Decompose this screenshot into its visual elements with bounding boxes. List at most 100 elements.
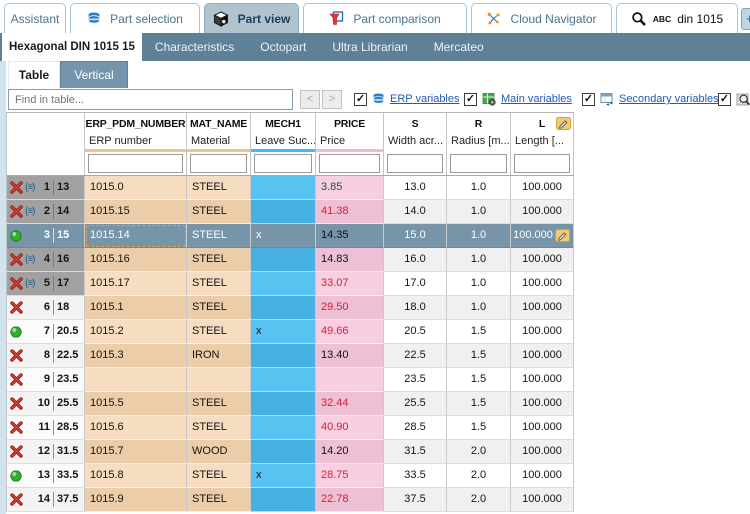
cell-mech1[interactable] <box>251 200 316 224</box>
cell-price[interactable] <box>316 368 384 392</box>
cell-mech1[interactable] <box>251 416 316 440</box>
cell-length[interactable]: 100.000 <box>511 296 574 320</box>
preview-checkbox[interactable]: ✓ <box>718 92 731 106</box>
tab-part-view[interactable]: Part view <box>204 3 299 33</box>
row-header[interactable]: 3 15 <box>7 224 85 248</box>
cell-radius[interactable]: 1.0 <box>447 200 511 224</box>
cell-length[interactable]: 100.000 <box>511 176 574 200</box>
cell-material[interactable]: STEEL <box>187 272 251 296</box>
cell-width-across[interactable]: 33.5 <box>384 464 447 488</box>
cell-erp-number[interactable]: 1015.16 <box>85 248 187 272</box>
cell-radius[interactable]: 1.0 <box>447 224 511 248</box>
cell-width-across[interactable]: 15.0 <box>384 224 447 248</box>
cell-length[interactable]: 100.000 <box>511 368 574 392</box>
find-in-table-input[interactable] <box>8 89 293 110</box>
cell-radius[interactable]: 2.0 <box>447 440 511 464</box>
row-header[interactable]: (≡) 5 17 <box>7 272 85 296</box>
cell-price[interactable]: 3.85 <box>316 176 384 200</box>
column-header-material[interactable]: MAT_NAME Material <box>187 113 251 175</box>
table-row[interactable]: 13 33.5 1015.8 STEEL x 28.75 33.5 2.0 100.000 <box>7 464 574 488</box>
cell-erp-number[interactable]: 1015.15 <box>85 200 187 224</box>
tab-cloud-navigator[interactable]: Cloud Navigator <box>471 3 612 33</box>
cell-length[interactable]: 100.000 <box>511 200 574 224</box>
tab-characteristics[interactable]: Characteristics <box>154 40 235 54</box>
cell-erp-number[interactable]: 1015.1 <box>85 296 187 320</box>
cell-mech1[interactable] <box>251 392 316 416</box>
cell-material[interactable]: STEEL <box>187 200 251 224</box>
cell-material[interactable] <box>187 368 251 392</box>
row-header[interactable]: (≡) 2 14 <box>7 200 85 224</box>
row-header[interactable]: 12 31.5 <box>7 440 85 464</box>
cell-material[interactable]: STEEL <box>187 392 251 416</box>
cell-price[interactable]: 29.50 <box>316 296 384 320</box>
cell-erp-number[interactable]: 1015.6 <box>85 416 187 440</box>
cell-material[interactable]: STEEL <box>187 320 251 344</box>
filter-s-input[interactable] <box>387 154 443 173</box>
row-header[interactable]: 8 22.5 <box>7 344 85 368</box>
cell-erp-number[interactable]: 1015.8 <box>85 464 187 488</box>
secondary-variables-link[interactable]: Secondary variables <box>619 93 719 105</box>
filter-erp-input[interactable] <box>88 154 183 173</box>
table-row[interactable]: 7 20.5 1015.2 STEEL x 49.66 20.5 1.5 100.000 <box>7 320 574 344</box>
table-row[interactable]: 9 23.5 23.5 1.5 100.000 <box>7 368 574 392</box>
cell-material[interactable]: IRON <box>187 344 251 368</box>
cell-price[interactable]: 49.66 <box>316 320 384 344</box>
tab-mercateo[interactable]: Mercateo <box>433 40 484 54</box>
cell-material[interactable]: STEEL <box>187 416 251 440</box>
row-header[interactable]: 10 25.5 <box>7 392 85 416</box>
cell-width-across[interactable]: 14.0 <box>384 200 447 224</box>
cell-mech1[interactable]: x <box>251 464 316 488</box>
edit-cell-pencil-icon[interactable] <box>555 228 570 247</box>
cell-price[interactable]: 14.20 <box>316 440 384 464</box>
cell-radius[interactable]: 1.0 <box>447 272 511 296</box>
table-row[interactable]: (≡) 1 13 1015.0 STEEL 3.85 13.0 1.0 100.000 <box>7 176 574 200</box>
column-header-erp[interactable]: ERP_PDM_NUMBER ERP number <box>85 113 187 175</box>
erp-variables-checkbox[interactable]: ✓ <box>354 92 367 106</box>
cell-price[interactable]: 13.40 <box>316 344 384 368</box>
tab-hexagonal-din-1015-15[interactable]: Hexagonal DIN 1015 15 <box>2 33 142 61</box>
filter-material-input[interactable] <box>190 154 247 173</box>
cell-length[interactable]: 100.000 <box>511 392 574 416</box>
cell-price[interactable]: 32.44 <box>316 392 384 416</box>
column-header-l[interactable]: L Length [... <box>511 113 574 175</box>
secondary-variables-checkbox[interactable]: ✓ <box>582 92 595 106</box>
cell-width-across[interactable]: 20.5 <box>384 320 447 344</box>
row-header[interactable]: 11 28.5 <box>7 416 85 440</box>
cell-material[interactable]: STEEL <box>187 176 251 200</box>
cell-radius[interactable]: 1.5 <box>447 344 511 368</box>
cell-mech1[interactable]: x <box>251 320 316 344</box>
filter-r-input[interactable] <box>450 154 507 173</box>
cell-material[interactable]: STEEL <box>187 488 251 512</box>
tab-table-view[interactable]: Table <box>8 61 60 88</box>
table-row[interactable]: 10 25.5 1015.5 STEEL 32.44 25.5 1.5 100.000 <box>7 392 574 416</box>
cell-mech1[interactable] <box>251 248 316 272</box>
row-header[interactable]: 13 33.5 <box>7 464 85 488</box>
find-previous-button[interactable]: < <box>300 90 320 109</box>
cell-width-across[interactable]: 28.5 <box>384 416 447 440</box>
cell-width-across[interactable]: 37.5 <box>384 488 447 512</box>
table-row[interactable]: (≡) 4 16 1015.16 STEEL 14.83 16.0 1.0 100.000 <box>7 248 574 272</box>
cell-radius[interactable]: 2.0 <box>447 464 511 488</box>
cell-length[interactable]: 100.000 <box>511 320 574 344</box>
cell-length[interactable]: 100.000 <box>511 248 574 272</box>
cell-width-across[interactable]: 22.5 <box>384 344 447 368</box>
cell-length[interactable]: 100.000 <box>511 224 574 248</box>
edit-column-pencil-icon[interactable] <box>556 116 571 134</box>
cell-mech1[interactable]: x <box>251 224 316 248</box>
cell-radius[interactable]: 1.5 <box>447 392 511 416</box>
cell-price[interactable]: 14.83 <box>316 248 384 272</box>
add-tab-button[interactable]: + <box>741 8 750 30</box>
cell-material[interactable]: STEEL <box>187 464 251 488</box>
filter-price-input[interactable] <box>319 154 380 173</box>
cell-erp-number[interactable]: 1015.3 <box>85 344 187 368</box>
find-next-button[interactable]: > <box>322 90 342 109</box>
cell-length[interactable]: 100.000 <box>511 416 574 440</box>
cell-price[interactable]: 28.75 <box>316 464 384 488</box>
row-header[interactable]: 14 37.5 <box>7 488 85 512</box>
cell-mech1[interactable] <box>251 488 316 512</box>
cell-radius[interactable]: 1.5 <box>447 320 511 344</box>
cell-mech1[interactable] <box>251 272 316 296</box>
cell-length[interactable]: 100.000 <box>511 488 574 512</box>
column-header-mech1[interactable]: MECH1 Leave Suc... <box>251 113 316 175</box>
tab-ultra-librarian[interactable]: Ultra Librarian <box>332 40 408 54</box>
